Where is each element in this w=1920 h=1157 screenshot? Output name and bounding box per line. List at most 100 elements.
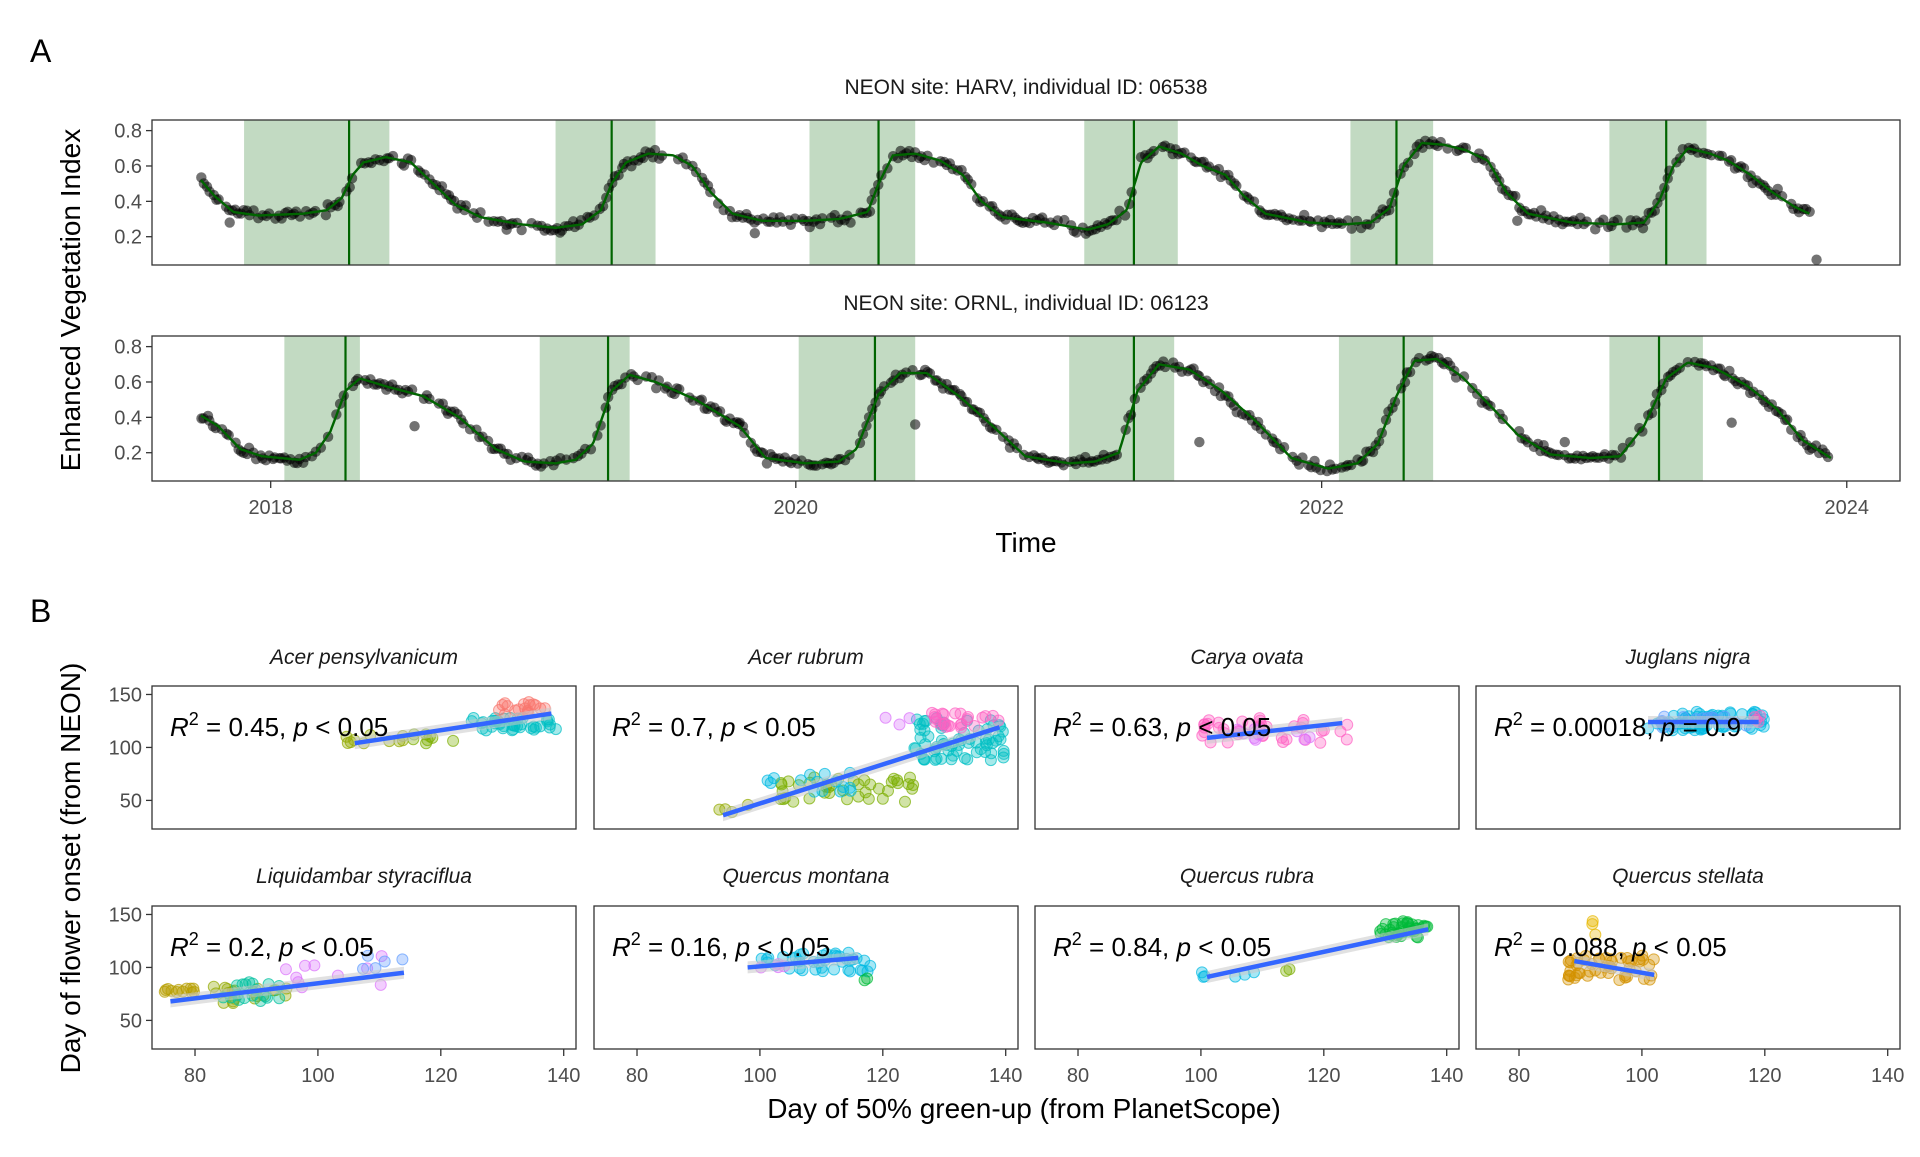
- site-point: [254, 994, 267, 1007]
- facet-species-title: Acer rubrum: [746, 646, 864, 669]
- r2-value: 0.00018: [1552, 712, 1646, 742]
- regression-line: [170, 970, 405, 1004]
- evi-point: [334, 196, 345, 208]
- stat-separator: ,: [1618, 932, 1632, 962]
- evi-point: [1581, 216, 1592, 227]
- scatter-facet-5: Liquidambar styraciflua R2 = 0.2, p < 0.0…: [109, 865, 581, 1087]
- y-tick-label: 0.8: [114, 337, 142, 359]
- site-point: [859, 786, 872, 799]
- y-tick-label: 150: [109, 904, 142, 926]
- site-point: [994, 733, 1007, 746]
- green-up-window: [555, 120, 656, 265]
- scatter-facet-2: Acer rubrum R2 = 0.7, p < 0.05: [593, 646, 1019, 830]
- site-point: [1314, 736, 1327, 749]
- site-point: [986, 709, 999, 722]
- regression-line: [1573, 958, 1655, 978]
- r-superscript: 2: [1513, 929, 1523, 949]
- facet-species-title: Juglans nigra: [1625, 646, 1751, 669]
- site-point: [1340, 733, 1353, 746]
- r2-equals: =: [641, 712, 671, 742]
- site-point: [918, 724, 931, 737]
- scatter-facet-6: Quercus montana R2 = 0.16, p < 0.05 80 100 1…: [593, 865, 1022, 1087]
- fitted-curve: [200, 357, 1832, 470]
- stat-separator: ,: [707, 712, 721, 742]
- y-tick-label: 0.4: [114, 407, 142, 429]
- r-superscript: 2: [1072, 709, 1082, 729]
- panel-border: [1034, 685, 1460, 830]
- site-point: [549, 723, 562, 736]
- facet-species-title: Acer pensylvanicum: [268, 646, 458, 669]
- site-point: [498, 697, 511, 710]
- y-tick-label: 150: [109, 684, 142, 706]
- p-operator: <: [308, 712, 338, 742]
- y-tick-label: 0.6: [114, 156, 142, 178]
- evi-point: [817, 213, 828, 224]
- r2-equals: =: [199, 712, 229, 742]
- panel-border: [593, 685, 1019, 830]
- site-point: [1198, 718, 1211, 731]
- evi-point: [749, 227, 761, 239]
- x-axis-title: Day of 50% green-up (from PlanetScope): [767, 1093, 1281, 1124]
- green-up-window: [809, 120, 916, 265]
- evi-point: [320, 209, 332, 221]
- evi-point: [409, 420, 420, 432]
- site-point: [1586, 915, 1599, 928]
- site-point: [361, 949, 374, 962]
- x-tick-label: 140: [1430, 1065, 1463, 1087]
- evi-point: [1615, 452, 1627, 463]
- stat-separator: ,: [1646, 712, 1660, 742]
- site-point: [843, 781, 856, 794]
- panel-a-tag: A: [30, 33, 52, 69]
- x-tick-label: 2022: [1299, 497, 1344, 519]
- site-point: [761, 774, 774, 787]
- r-symbol: R: [170, 712, 189, 742]
- site-point: [997, 751, 1010, 764]
- evi-point: [1512, 215, 1523, 226]
- panel-b-tag: B: [30, 593, 51, 629]
- evi-point: [1194, 436, 1205, 448]
- r2-equals: =: [1082, 712, 1112, 742]
- regression-line: [747, 955, 859, 970]
- site-point: [1387, 918, 1400, 931]
- site-point: [955, 721, 968, 734]
- p-operator: <: [1646, 932, 1676, 962]
- x-tick-label: 120: [1748, 1065, 1781, 1087]
- facet-title: NEON site: ORNL, individual ID: 06123: [843, 292, 1208, 315]
- site-point: [949, 707, 962, 720]
- site-point: [1562, 973, 1575, 986]
- site-point: [970, 746, 983, 759]
- site-point: [903, 771, 916, 784]
- r-superscript: 2: [189, 709, 199, 729]
- site-point: [1589, 928, 1602, 941]
- stat-annotation: R2 = 0.7, p < 0.05: [612, 709, 816, 742]
- r-symbol: R: [1494, 932, 1513, 962]
- r2-equals: =: [1523, 712, 1553, 742]
- scatter-facet-3: Carya ovata R2 = 0.63, p < 0.05: [1034, 646, 1460, 830]
- facet-species-title: Quercus rubra: [1180, 865, 1314, 888]
- panel-border: [593, 905, 1019, 1050]
- evi-point: [1357, 455, 1369, 466]
- site-point: [1581, 969, 1594, 982]
- y-axis-title: Day of flower onset (from NEON): [55, 663, 86, 1074]
- panel-border: [1475, 905, 1901, 1050]
- r2-value: 0.45: [228, 712, 279, 742]
- evi-point: [1458, 371, 1470, 382]
- site-point: [914, 731, 927, 744]
- r-symbol: R: [612, 932, 631, 962]
- p-symbol: p: [278, 932, 293, 962]
- site-point: [997, 747, 1010, 760]
- facet-species-title: Liquidambar styraciflua: [256, 865, 472, 888]
- r2-equals: =: [1523, 932, 1553, 962]
- site-point: [804, 768, 817, 781]
- site-point: [1572, 966, 1585, 979]
- site-point: [881, 784, 894, 797]
- plot-background: [1476, 686, 1900, 829]
- x-tick-label: 120: [866, 1065, 899, 1087]
- evi-point: [1346, 223, 1357, 234]
- x-axis-title: Time: [995, 527, 1056, 558]
- stat-annotation: R2 = 0.2, p < 0.05: [170, 929, 374, 962]
- panel-border: [1475, 685, 1901, 830]
- p-symbol: p: [1660, 712, 1675, 742]
- stat-separator: ,: [1162, 932, 1176, 962]
